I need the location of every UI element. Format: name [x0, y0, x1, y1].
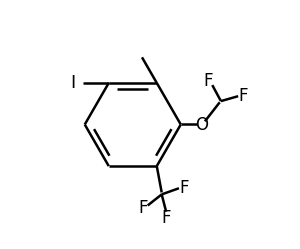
- Text: F: F: [138, 199, 148, 217]
- Text: O: O: [195, 116, 208, 133]
- Text: F: F: [204, 72, 213, 90]
- Text: F: F: [161, 209, 171, 227]
- Text: I: I: [70, 74, 76, 92]
- Text: F: F: [238, 87, 248, 105]
- Text: F: F: [179, 179, 189, 197]
